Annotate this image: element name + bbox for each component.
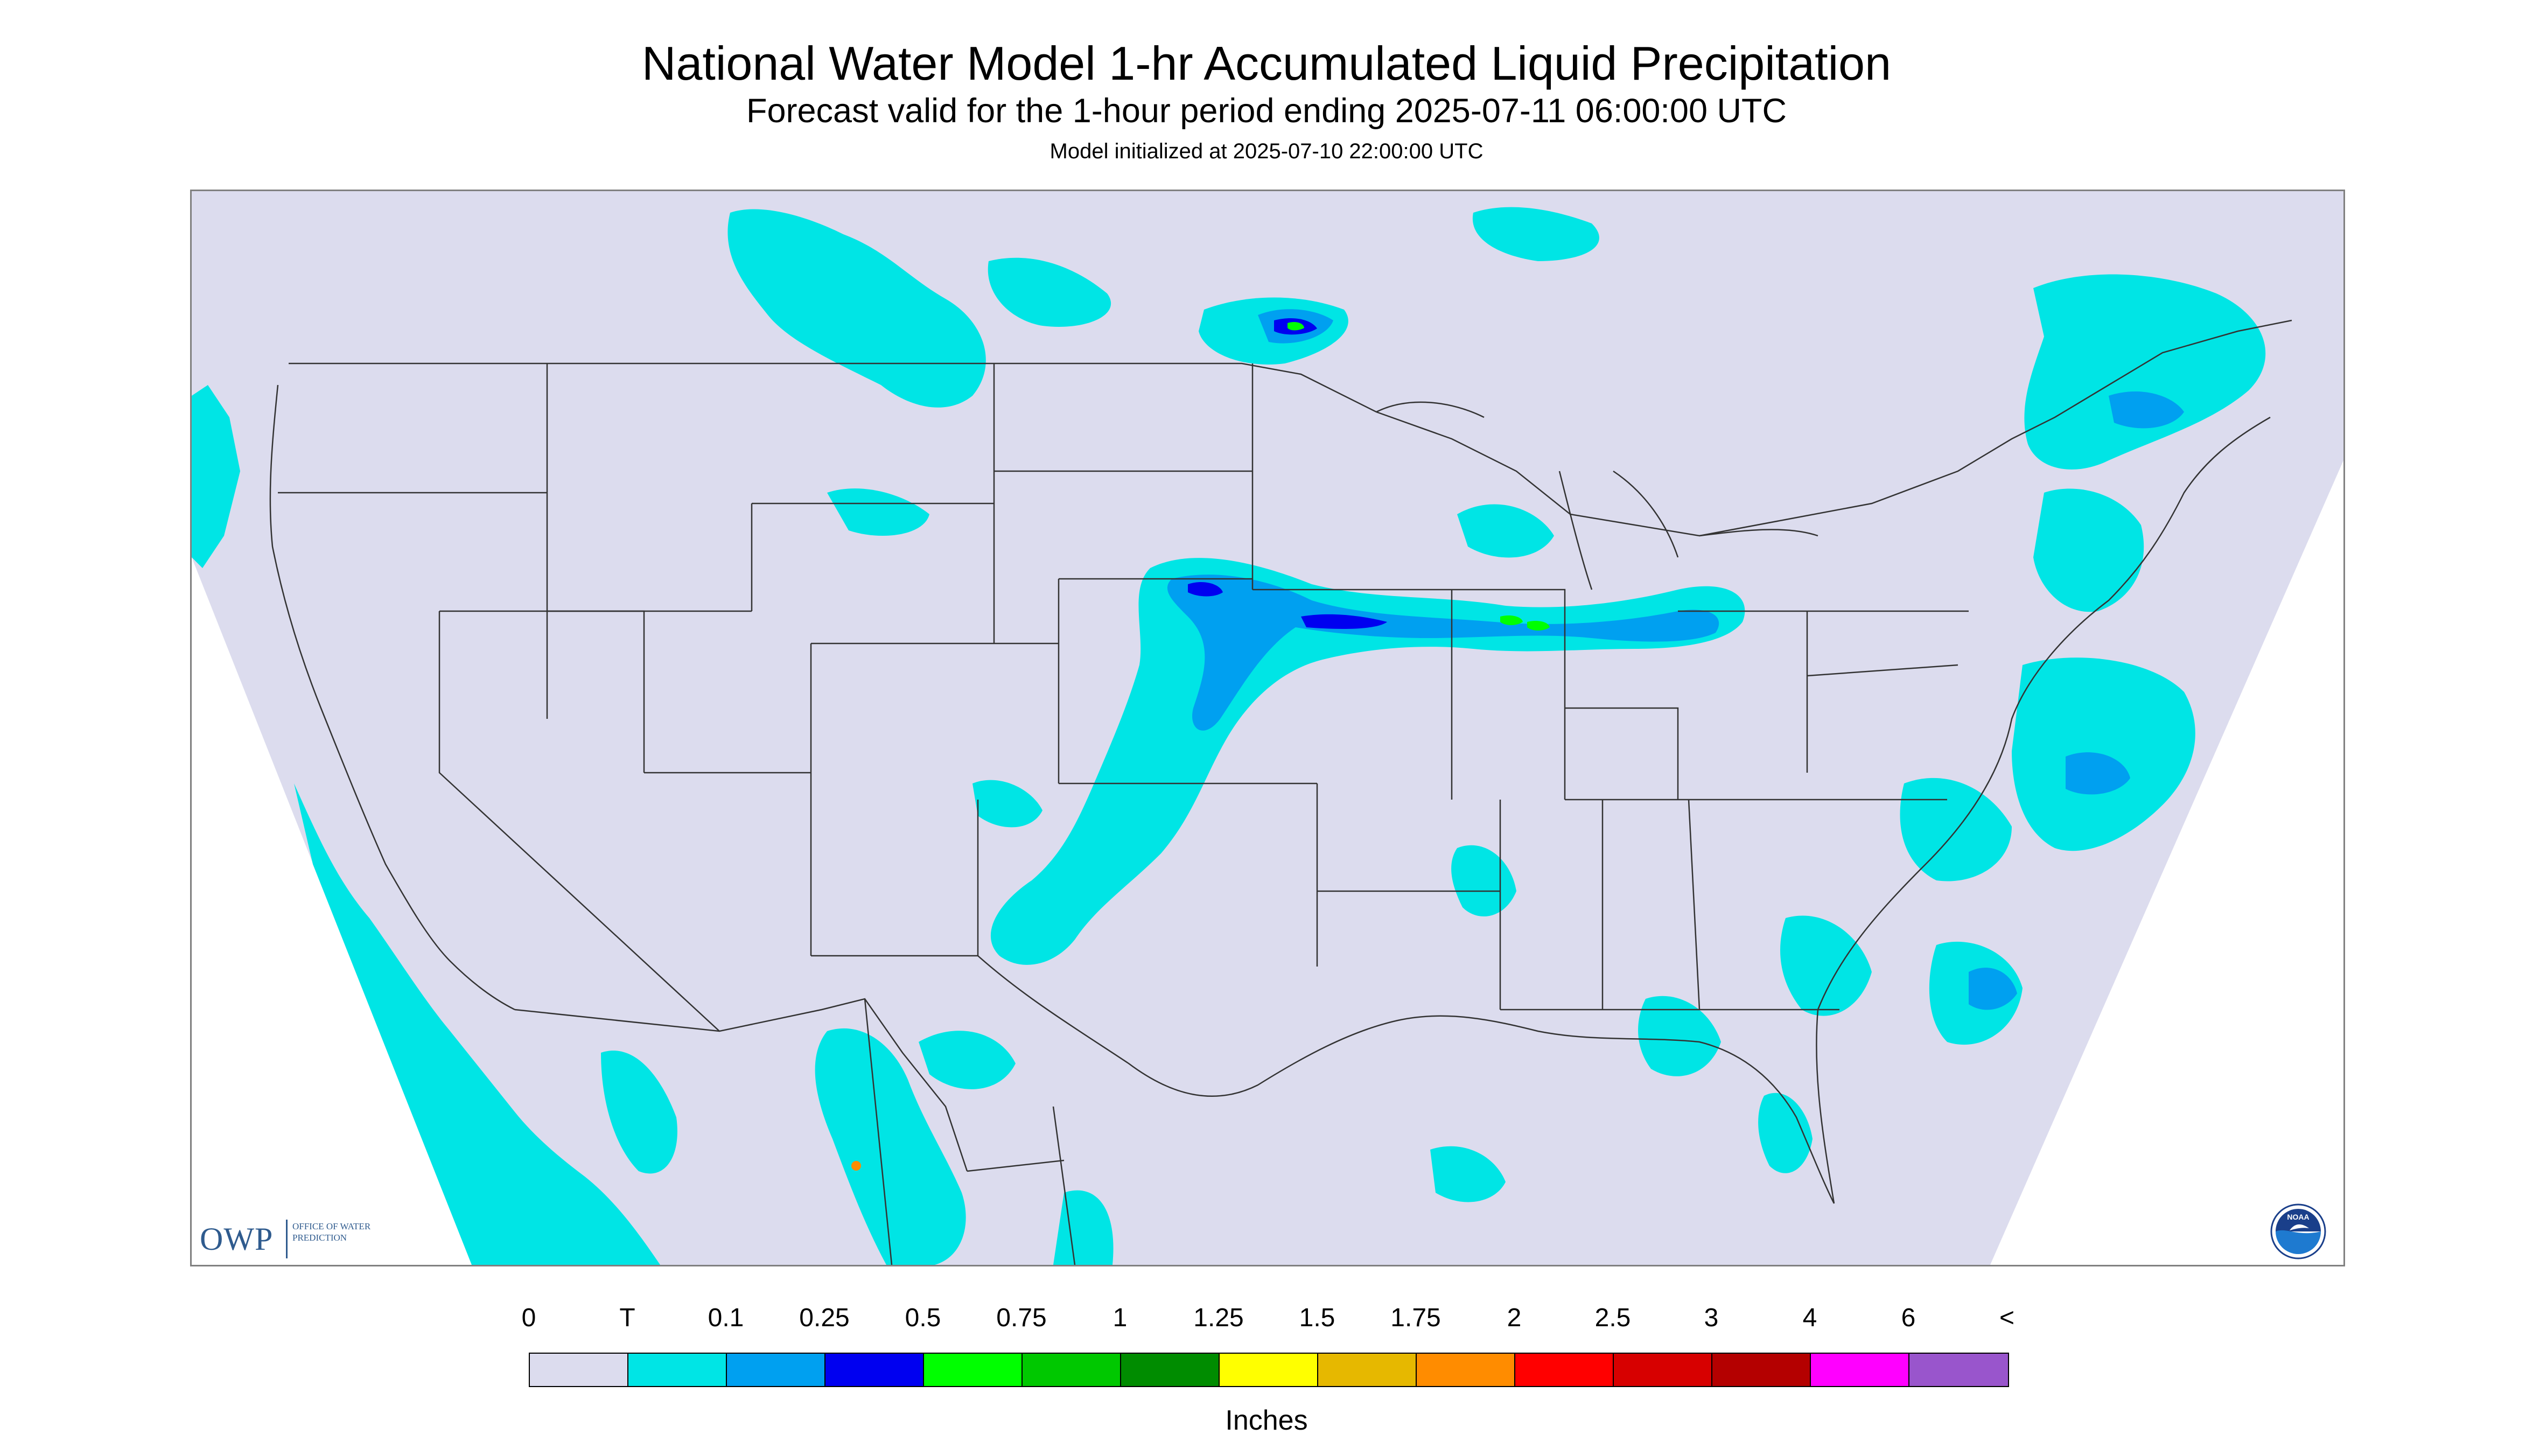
legend-color-bar [529,1353,2009,1387]
legend-swatch [1121,1354,1220,1386]
precip-illinois-heavy [1527,621,1550,631]
precip-mexico-central [1053,1190,1114,1265]
precip-heavy-areas [1288,322,1550,631]
legend-tick-label: 2.5 [1594,1304,1631,1332]
precip-plains-band [990,558,1745,965]
precipitation-map: OWP OFFICE OF WATER PREDICTION NOAA [190,190,2345,1266]
precip-northeast [2024,274,2266,470]
precip-atlantic-offshore-core [1969,968,2017,1010]
legend-swatch [628,1354,727,1386]
state-lines-north [278,363,1254,719]
legend-swatch [1417,1354,1515,1386]
precip-lake-superior-green [1288,322,1304,331]
precip-gulf [1430,1146,1506,1202]
precip-new-england [2033,488,2144,612]
model-initialized-line: Model initialized at 2025-07-10 22:00:00… [1049,139,1484,163]
legend-swatch [825,1354,924,1386]
legend-tick-label: < [1999,1304,2015,1332]
legend-tick-label: 1 [1112,1304,1128,1332]
precip-texas-panhandle [972,780,1042,828]
noaa-emblem-text: NOAA [2287,1213,2309,1221]
great-lakes-outline [1376,401,1818,590]
state-lines-central [438,578,1317,1032]
legend-swatch [1318,1354,1417,1386]
precip-northeast-core [2109,391,2184,429]
legend-tick-label: 0.1 [708,1304,744,1332]
legend-tick-label: 1.75 [1390,1304,1441,1332]
precip-washington-coast [192,385,240,568]
legend-tick-label: 3 [1704,1304,1719,1332]
precipitation-map-canvas [192,191,2343,1265]
precip-carolinas [1900,778,2012,881]
noaa-emblem-gull [2290,1224,2309,1230]
precip-atlantic-core [2066,752,2130,795]
precip-nebraska-heavy [1188,582,1223,597]
precip-iowa-heavy [1500,615,1523,625]
legend-tick-label: 0.75 [996,1304,1047,1332]
precip-west-texas [919,1031,1016,1089]
legend-swatch [1220,1354,1318,1386]
precip-mexico-max [851,1161,861,1171]
precip-band-heavy [1301,614,1387,629]
forecast-valid-subtitle: Forecast valid for the 1-hour period end… [746,92,1787,130]
owp-logo-divider [286,1220,288,1258]
west-coastline [269,384,515,1011]
gulf-coastline [977,955,1835,1204]
noaa-emblem-icon: NOAA [2270,1203,2326,1259]
legend-swatch [1909,1354,2008,1386]
legend-units-label: Inches [1225,1405,1308,1436]
legend-swatch [1712,1354,1811,1386]
legend-tick-label: 1.5 [1299,1304,1335,1332]
political-boundaries [269,319,2292,1265]
noaa-emblem-water [2276,1230,2321,1254]
legend-tick-label: 4 [1802,1304,1817,1332]
precip-florida [1758,1093,1813,1173]
east-coastline [1816,416,2271,1204]
precip-legend: 0 T 0.1 0.25 0.5 0.75 1 1.25 1.5 1.75 2 2.5 3 4 6 < Inc… [0,1292,2533,1443]
state-lines-east [1252,589,1969,1011]
legend-swatch [530,1354,628,1386]
legend-swatch [924,1354,1023,1386]
legend-swatch [1811,1354,1909,1386]
owp-logo: OWP OFFICE OF WATER PREDICTION [200,1214,377,1263]
precip-mexico-sonora [815,1028,966,1265]
owp-logo-words: OFFICE OF WATER PREDICTION [292,1221,371,1243]
legend-swatch [1515,1354,1614,1386]
map-title: National Water Model 1-hr Accumulated Li… [641,37,1892,90]
legend-swatch [1614,1354,1712,1386]
legend-tick-label: 2 [1507,1304,1522,1332]
legend-swatch [727,1354,825,1386]
precip-atlantic-coast [2012,657,2195,851]
owp-logo-letters: OWP [200,1221,274,1257]
legend-tick-label: 0 [521,1304,536,1332]
legend-tick-label: 0.25 [799,1304,850,1332]
legend-swatch [1023,1354,1121,1386]
precip-georgia-coast [1780,915,1872,1016]
precip-montana-north [727,209,986,408]
legend-tick-label: 0.5 [905,1304,941,1332]
us-canada-border [289,319,2292,537]
precip-light-areas [1167,309,2184,1010]
precip-gulf-of-california [601,1051,677,1174]
precip-north-dakota [988,257,1111,327]
precip-southeast-scatter [1638,996,1721,1076]
precip-great-lakes-west [1457,504,1554,558]
precip-band-core [1167,575,1719,731]
legend-tick-label: 1.25 [1193,1304,1244,1332]
legend-tick-label: T [619,1304,635,1332]
noaa-emblem-sky [2276,1209,2321,1231]
precip-trace-areas [192,207,2266,1265]
mexico-boundaries [514,998,1076,1265]
legend-tick-label: 6 [1901,1304,1916,1332]
precip-montana-central [827,488,929,536]
precip-lake-superior-north [1472,207,1599,261]
precip-pacific-ocean [294,783,660,1265]
